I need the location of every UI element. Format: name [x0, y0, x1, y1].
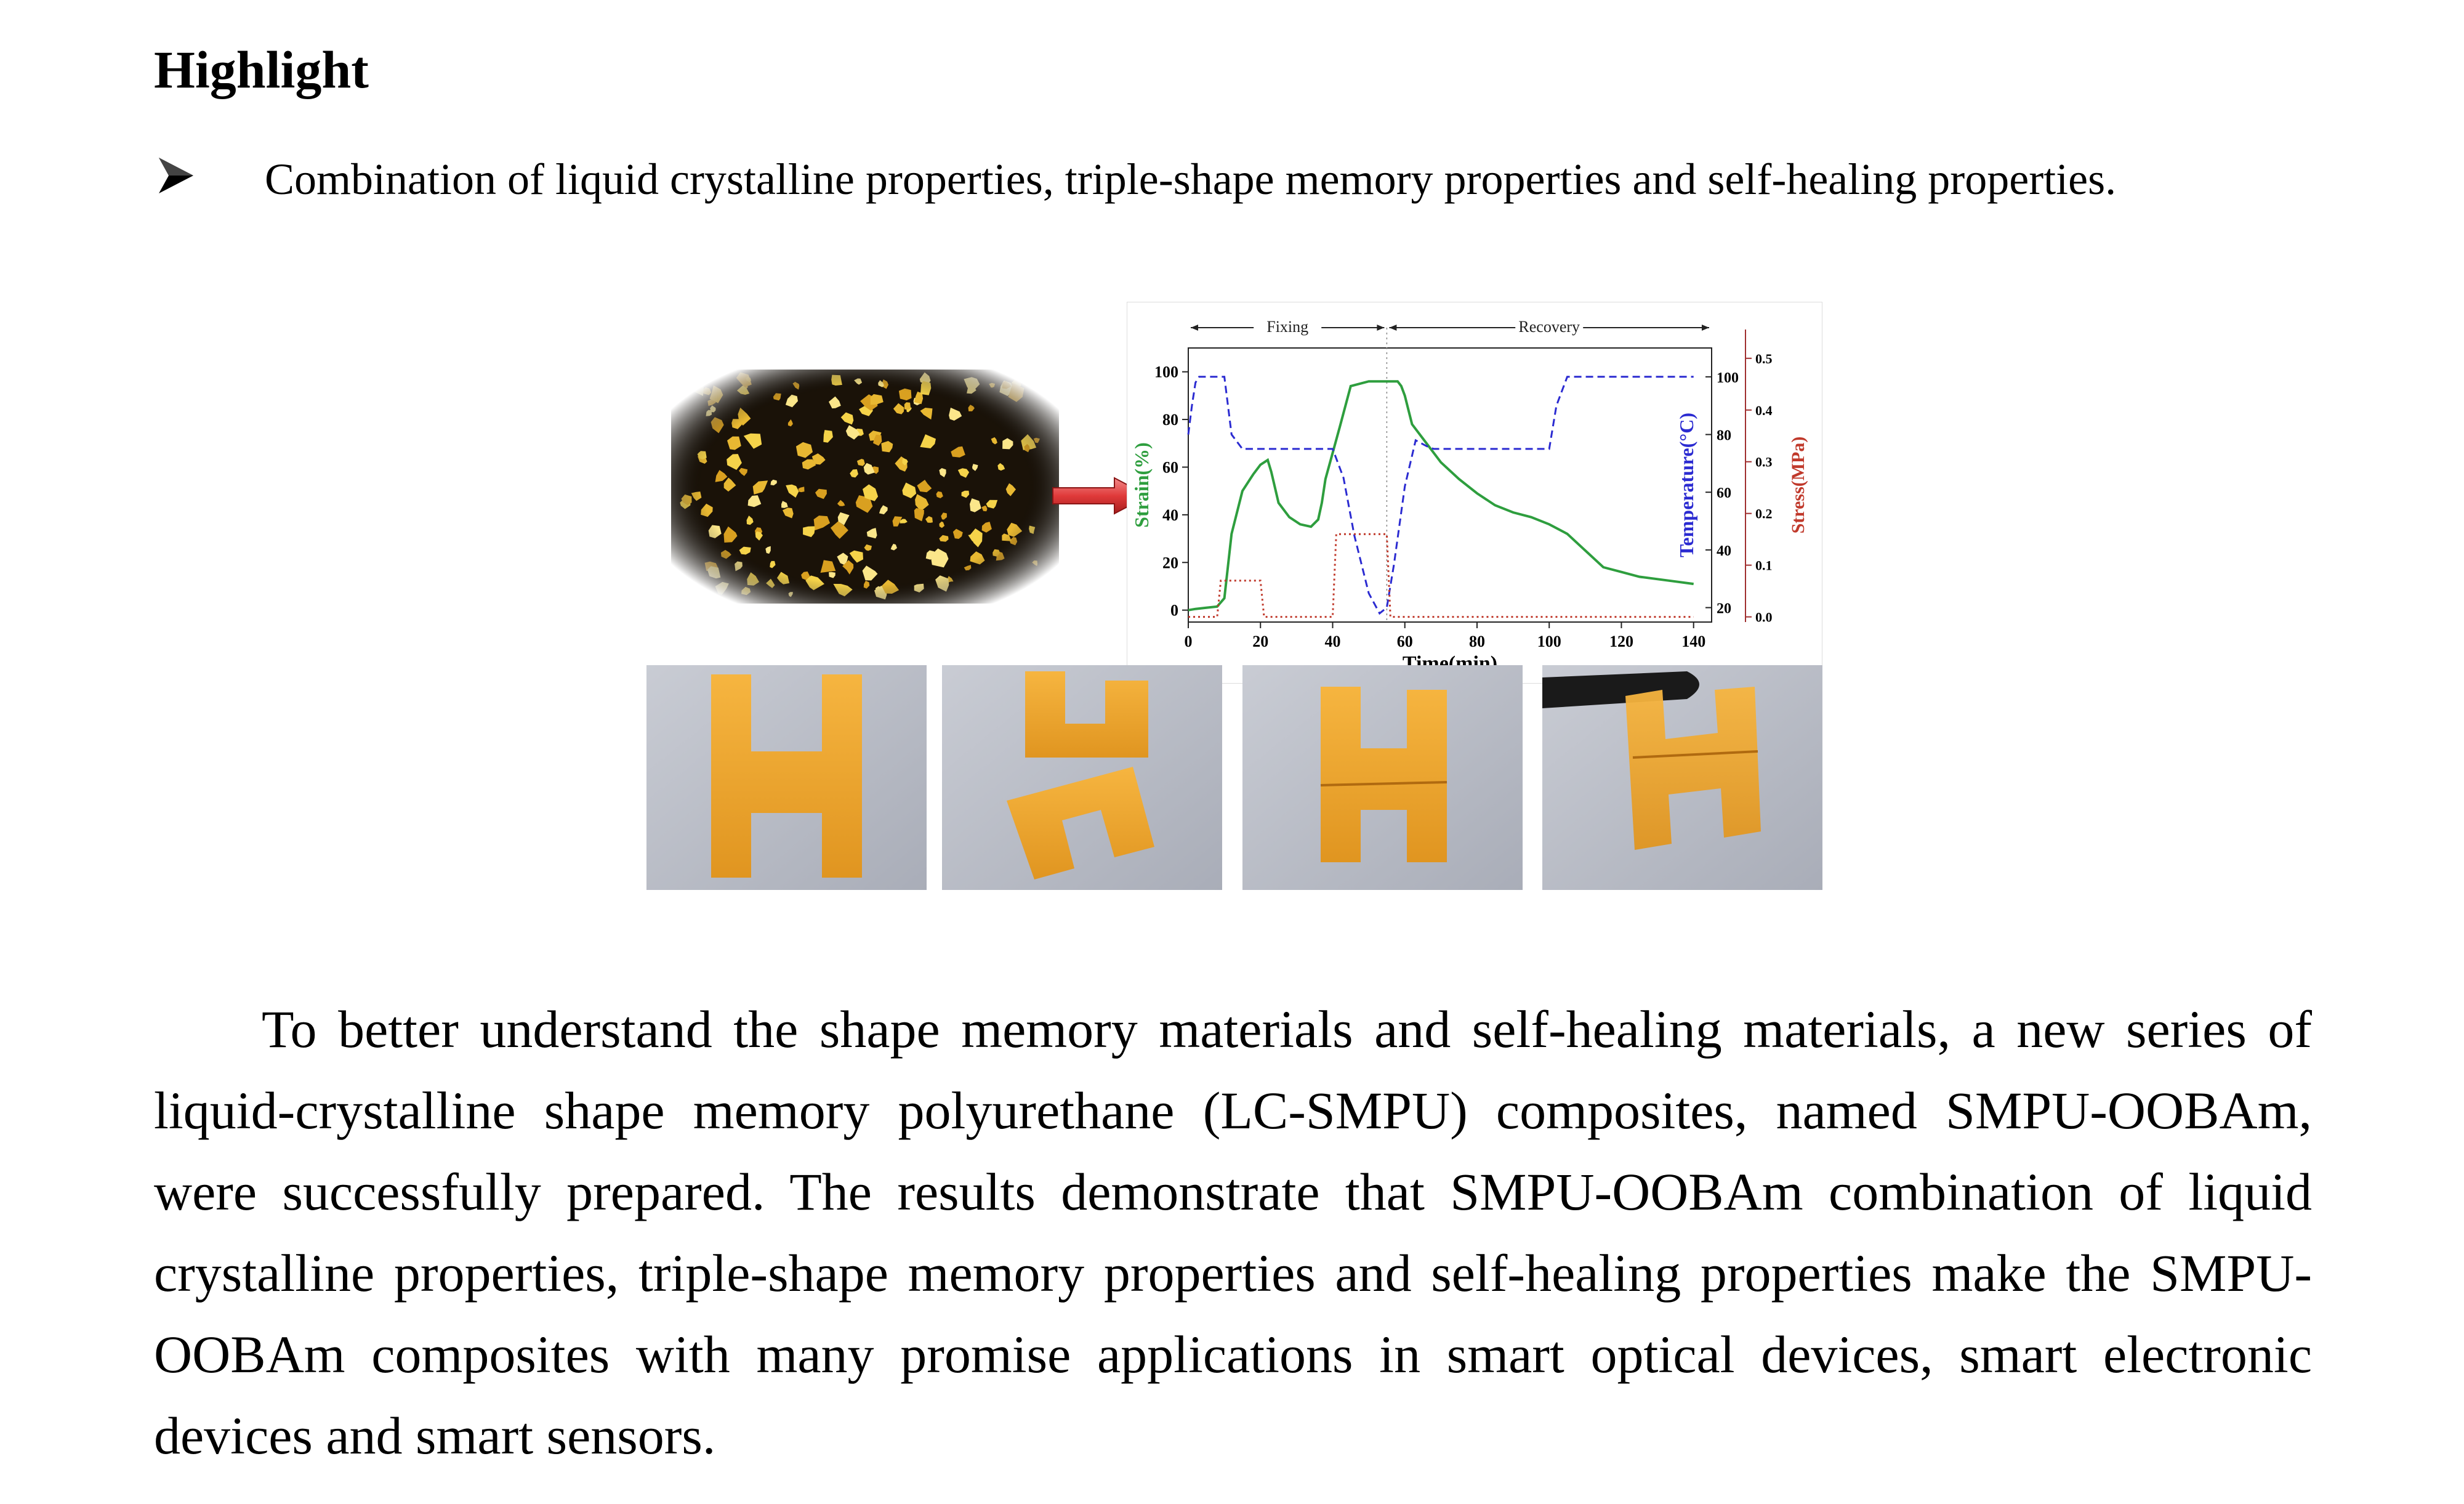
x-tick-label: 0 — [1185, 633, 1193, 650]
stress-tick-label: 0.4 — [1755, 403, 1773, 418]
phase-label-0: Fixing — [1266, 318, 1308, 336]
temp-tick-label: 20 — [1717, 601, 1731, 617]
phase-label-bg — [1515, 319, 1584, 335]
strain-tick-label: 60 — [1162, 458, 1178, 476]
photo-h-sample-original — [646, 665, 927, 890]
polarized-micrograph-image — [671, 370, 1059, 604]
x-tick-label: 100 — [1537, 633, 1561, 650]
highlight-bullet: Combination of liquid crystalline proper… — [154, 148, 2309, 209]
photo-h-sample-cut — [942, 665, 1222, 890]
phase-arrowhead — [1389, 325, 1397, 331]
stress-series-line — [1188, 533, 1694, 618]
x-tick-label: 140 — [1681, 633, 1705, 650]
photo-h-sample-healed — [1242, 665, 1523, 890]
temp-tick-label: 40 — [1717, 543, 1731, 559]
phase-label-bg — [1254, 319, 1322, 335]
x-tick-label: 80 — [1469, 633, 1485, 650]
x-tick-label: 60 — [1397, 633, 1413, 650]
stress-tick-label: 0.1 — [1755, 558, 1773, 573]
temp-tick-label: 100 — [1717, 370, 1739, 386]
temp-tick-label: 60 — [1717, 485, 1731, 501]
strain-tick-label: 100 — [1154, 363, 1178, 381]
phase-arrowhead — [1191, 325, 1198, 331]
graphical-abstract-figure: Fixing Recovery 0 20 40 60 80 100 120 140 Time(min… — [640, 289, 1822, 890]
x-tick-label: 40 — [1324, 633, 1340, 650]
phase-arrowhead — [1702, 325, 1709, 331]
stress-tick-label: 0.5 — [1755, 351, 1773, 366]
strain-tick-label: 20 — [1162, 554, 1178, 572]
section-heading: Highlight — [154, 40, 369, 99]
strain-tick-label: 40 — [1162, 506, 1178, 524]
stress-tick-label: 0.3 — [1755, 455, 1773, 470]
stress-axis-label: Stress(MPa) — [1788, 437, 1808, 534]
strain-tick-label: 0 — [1170, 602, 1178, 620]
photo-h-sample-healed-held — [1542, 665, 1822, 890]
stress-tick-label: 0.2 — [1755, 506, 1773, 522]
summary-paragraph: To better understand the shape memory ma… — [154, 1000, 2312, 1465]
temperature-series-line — [1187, 376, 1694, 615]
strain-tick-label: 80 — [1162, 411, 1178, 429]
strain-series-line — [1188, 380, 1694, 612]
highlight-text: Combination of liquid crystalline proper… — [265, 155, 2117, 204]
phase-arrowhead — [1377, 325, 1385, 331]
x-tick-label: 20 — [1252, 633, 1268, 650]
plot-frame — [1188, 347, 1712, 623]
temperature-axis-label: Temperature(°C) — [1675, 413, 1697, 557]
x-tick-label: 120 — [1609, 633, 1633, 650]
strain-axis-label: Strain(%) — [1130, 442, 1153, 528]
arrowhead-bullet-icon — [159, 158, 193, 193]
temp-tick-label: 80 — [1717, 428, 1731, 444]
stress-tick-label: 0.0 — [1755, 610, 1773, 625]
self-healing-photo-strip — [640, 665, 1822, 890]
phase-label-1: Recovery — [1518, 318, 1580, 336]
